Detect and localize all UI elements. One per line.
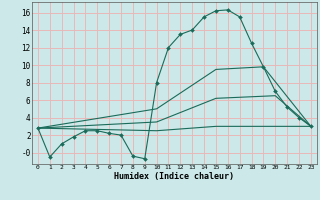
- X-axis label: Humidex (Indice chaleur): Humidex (Indice chaleur): [115, 172, 234, 181]
